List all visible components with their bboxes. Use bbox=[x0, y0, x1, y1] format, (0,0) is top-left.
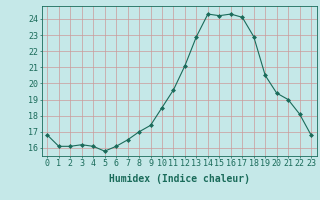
X-axis label: Humidex (Indice chaleur): Humidex (Indice chaleur) bbox=[109, 174, 250, 184]
